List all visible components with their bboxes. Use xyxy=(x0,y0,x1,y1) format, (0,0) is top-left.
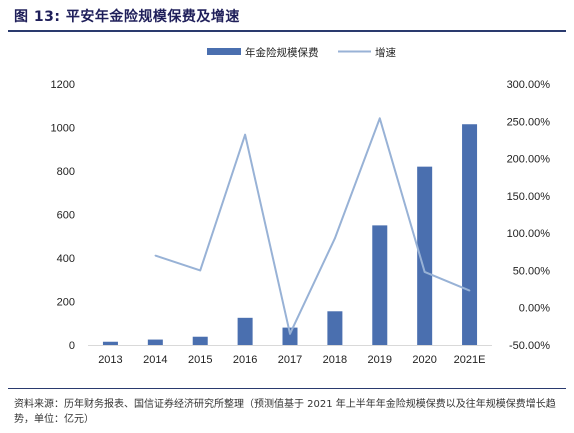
figure-title: 图 13: 平安年金险规模保费及增速 xyxy=(14,9,240,25)
bar xyxy=(327,311,343,345)
bar xyxy=(462,124,478,345)
x-tick-label: 2014 xyxy=(143,354,167,366)
left-tick-label: 1000 xyxy=(51,123,75,135)
right-tick-label: 50.00% xyxy=(513,265,551,277)
right-tick-label: 150.00% xyxy=(507,191,551,203)
right-tick-label: 0.00% xyxy=(519,303,550,315)
right-tick-label: -50.00% xyxy=(509,340,550,352)
chart-legend: 年金险规模保费 增速 xyxy=(207,46,396,59)
left-tick-label: 200 xyxy=(57,297,75,309)
left-tick-label: 1200 xyxy=(51,79,75,91)
x-tick-label: 2013 xyxy=(98,354,122,366)
x-tick-label: 2019 xyxy=(368,354,392,366)
bar-line-chart: 年金险规模保费 增速 0 200 400 600 800 1000 1200 -50.00% 0… xyxy=(51,46,551,366)
line-point xyxy=(244,133,246,136)
left-tick-label: 400 xyxy=(57,253,75,265)
line-point xyxy=(154,254,157,257)
left-tick-label: 600 xyxy=(57,210,75,222)
bar xyxy=(237,317,253,345)
legend-bar-swatch xyxy=(207,48,241,55)
x-tick-label: 2017 xyxy=(278,354,302,366)
figure-header: 图 13: 平安年金险规模保费及增速 xyxy=(0,0,574,30)
right-tick-label: 250.00% xyxy=(507,116,551,128)
bar xyxy=(102,341,118,345)
left-tick-label: 800 xyxy=(57,166,75,178)
bar xyxy=(282,327,298,345)
x-tick-label: 2020 xyxy=(412,354,436,366)
left-tick-label: 0 xyxy=(69,340,75,352)
x-tick-label: 2018 xyxy=(323,354,347,366)
bar-series xyxy=(102,124,478,345)
bar xyxy=(372,225,388,345)
legend-line-label: 增速 xyxy=(375,46,396,59)
source-rule xyxy=(8,388,566,389)
right-tick-label: 200.00% xyxy=(507,154,551,166)
x-tick-label: 2015 xyxy=(188,354,212,366)
legend-bar-label: 年金险规模保费 xyxy=(245,46,319,59)
bar xyxy=(192,336,208,345)
line-point xyxy=(423,271,426,273)
source-note: 资料来源：历年财务报表、国信证券经济研究所整理（预测值基于 2021 年上半年年… xyxy=(14,399,556,425)
chart-area: 年金险规模保费 增速 0 200 400 600 800 1000 1200 -50.00% 0… xyxy=(0,32,574,390)
title-rule xyxy=(8,30,566,32)
right-tick-label: 100.00% xyxy=(507,228,551,240)
line-point xyxy=(199,269,202,272)
line-series xyxy=(154,117,471,335)
x-axis: 2013 2014 2015 2016 2017 2018 2019 2020 2021E xyxy=(88,345,492,366)
x-tick-label: 2021E xyxy=(454,354,486,366)
right-axis-ticks: -50.00% 0.00% 50.00% 100.00% 150.00% 200.00% 2… xyxy=(507,79,551,352)
left-axis-ticks: 0 200 400 600 800 1000 1200 xyxy=(51,79,75,352)
line-point xyxy=(334,237,336,240)
bar xyxy=(147,339,163,345)
growth-line xyxy=(155,117,470,335)
x-tick-label: 2016 xyxy=(233,354,257,366)
line-point xyxy=(378,117,381,120)
right-tick-label: 300.00% xyxy=(507,79,551,91)
line-point xyxy=(468,289,471,292)
bar xyxy=(417,166,433,345)
line-point xyxy=(289,333,291,335)
